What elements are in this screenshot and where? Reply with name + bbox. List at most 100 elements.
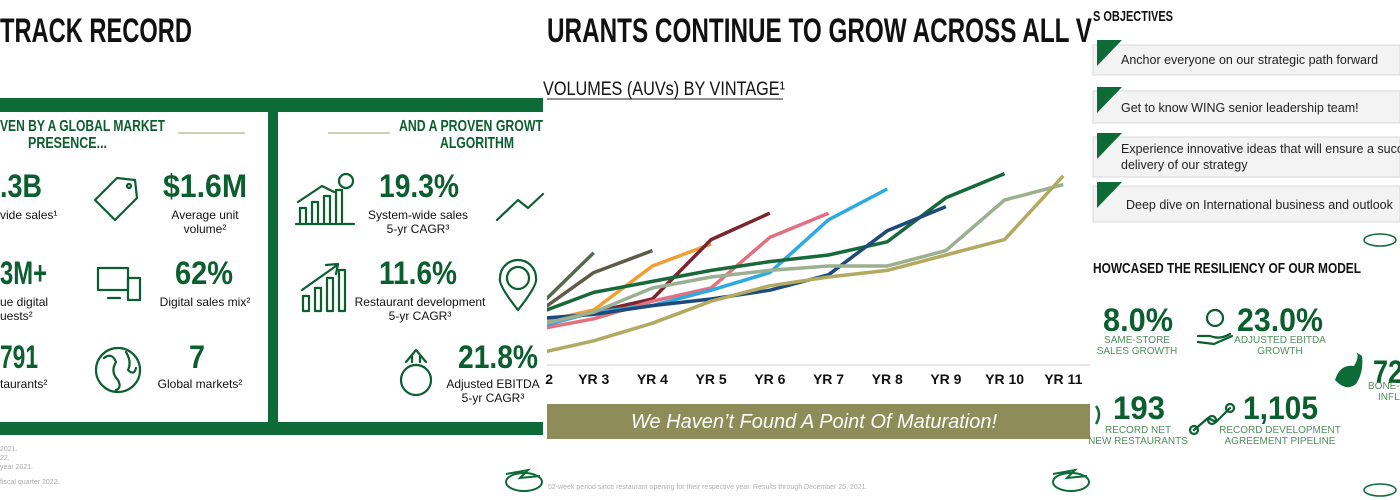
series-line xyxy=(547,174,1065,354)
series-line xyxy=(547,248,654,309)
objective-text: Get to know WING senior leadership team! xyxy=(1121,101,1359,115)
stat-value: $1.6M xyxy=(163,168,247,204)
objective-tab xyxy=(1097,182,1122,208)
series-line xyxy=(547,211,830,330)
stat-value: 11.6% xyxy=(379,255,457,291)
growth-icon xyxy=(294,184,356,226)
footnote: fiscal quarter 2022. xyxy=(0,479,60,486)
money-icon xyxy=(404,348,428,364)
tag-icon xyxy=(125,182,133,190)
growth-icon xyxy=(300,262,347,313)
network-icon xyxy=(1206,414,1218,426)
objective-tab xyxy=(1097,87,1122,113)
stat-value: 791 xyxy=(0,339,38,375)
stat-label: Restaurant development xyxy=(355,295,486,309)
stat-label: Adjusted EBITDA xyxy=(446,377,539,391)
x-tick-label: YR 7 xyxy=(813,371,844,387)
logo-mark xyxy=(1052,468,1088,480)
stat-value: 72 xyxy=(1373,354,1400,390)
panel-heading: PRESENCE... xyxy=(28,135,107,152)
tag-icon xyxy=(93,176,139,222)
logo xyxy=(505,233,1397,497)
logo-mark xyxy=(1363,483,1397,497)
x-tick-label: YR 8 xyxy=(872,371,903,387)
stat-label: SAME-STORE xyxy=(1104,335,1170,346)
series-line xyxy=(547,251,595,301)
device-icon xyxy=(126,276,142,302)
chicken-icon xyxy=(1335,352,1363,388)
banner xyxy=(547,404,1090,439)
growth-icon xyxy=(337,172,355,190)
stat-label: taurants² xyxy=(0,377,47,391)
stat-value: 193 xyxy=(1113,390,1165,426)
stat-label: RECORD DEVELOPMENT xyxy=(1219,425,1341,436)
slide-title: TRACK RECORD xyxy=(0,12,192,50)
objective-text: Anchor everyone on our strategic path fo… xyxy=(1121,53,1378,67)
objective-tab xyxy=(1097,40,1122,66)
stat-label: BONE-I xyxy=(1368,381,1400,392)
globe-icon xyxy=(94,346,142,394)
chart-subtitle: VOLUMES (AUVs) BY VINTAGE¹ xyxy=(543,79,785,100)
x-tick-label: YR 5 xyxy=(696,371,727,387)
network-icon xyxy=(1188,424,1200,436)
panel-heading: ALGORITHM xyxy=(440,135,514,152)
footnote: year 2021. xyxy=(0,464,33,471)
x-tick-label: YR 9 xyxy=(930,371,961,387)
panel-box xyxy=(278,112,543,422)
series-line xyxy=(547,182,1064,325)
stat-label: INFLA xyxy=(1378,392,1400,403)
network-icon xyxy=(1192,406,1232,432)
slide-title: S OBJECTIVES xyxy=(1093,8,1173,25)
objective-row xyxy=(1092,136,1400,178)
x-tick-label: YR 11 xyxy=(1044,371,1082,387)
objective-text: Experience innovative ideas that will en… xyxy=(1121,142,1400,156)
stat-label: 5-yr CAGR³ xyxy=(389,309,452,323)
stat-label: ADJUSTED EBITDA xyxy=(1234,335,1326,346)
panel-heading: AND A PROVEN GROWT xyxy=(399,118,543,135)
footnote: 52-week period since restaurant opening … xyxy=(548,484,868,491)
objective-text: delivery of our strategy xyxy=(1121,158,1248,172)
stat-label: RECORD NET xyxy=(1105,425,1171,436)
pin-icon xyxy=(498,258,538,312)
stat-value: 8.0% xyxy=(1103,302,1173,338)
pin-icon xyxy=(505,265,531,291)
coin-icon xyxy=(1205,308,1225,328)
x-tick-label: YR 3 xyxy=(578,371,609,387)
objective-tab xyxy=(1097,133,1122,159)
stat-label: Digital sales mix² xyxy=(160,295,251,309)
hand-icon xyxy=(1196,332,1234,346)
stat-value: 62% xyxy=(175,255,233,291)
stat-label: ue digital xyxy=(0,295,48,309)
series-line xyxy=(547,211,771,327)
logo-mark xyxy=(505,468,541,480)
stat-value: 23.0% xyxy=(1237,302,1323,338)
series-line xyxy=(547,171,1006,312)
stat-label: 5-yr CAGR³ xyxy=(462,391,525,405)
stat-label: SALES GROWTH xyxy=(1097,346,1178,357)
x-tick-label: YR 6 xyxy=(754,371,785,387)
stat-label: 5-yr CAGR³ xyxy=(387,222,450,236)
objective-text: Deep dive on International business and … xyxy=(1126,198,1394,212)
stat-label: System-wide sales xyxy=(368,208,468,222)
stat-value: 7 xyxy=(189,339,205,375)
stat-value: 19.3% xyxy=(379,168,459,204)
x-tick-label: 2 xyxy=(545,371,553,387)
logo-mark xyxy=(1363,233,1397,247)
chart-lines xyxy=(547,171,1065,354)
stat-label: Average unit xyxy=(171,208,239,222)
objective-row xyxy=(1092,44,1400,76)
objective-row xyxy=(1092,185,1400,223)
footnote: 2021. xyxy=(0,446,18,453)
x-tick-label: YR 4 xyxy=(637,371,668,387)
banner-text: We Haven’t Found A Point Of Maturation! xyxy=(631,411,998,433)
trend-icon xyxy=(495,192,545,222)
stat-value: 1,105 xyxy=(1243,390,1318,426)
slide-title: URANTS CONTINUE TO GROW ACROSS ALL V xyxy=(547,12,1092,50)
stat-label: uests² xyxy=(0,309,33,323)
panel-heading: VEN BY A GLOBAL MARKET xyxy=(0,118,165,135)
section-heading: HOWCASED THE RESILIENCY OF OUR MODEL xyxy=(1093,260,1361,277)
objective-row xyxy=(1092,90,1400,124)
footnote: 22. xyxy=(0,455,10,462)
stat-value: 3M+ xyxy=(0,255,47,291)
